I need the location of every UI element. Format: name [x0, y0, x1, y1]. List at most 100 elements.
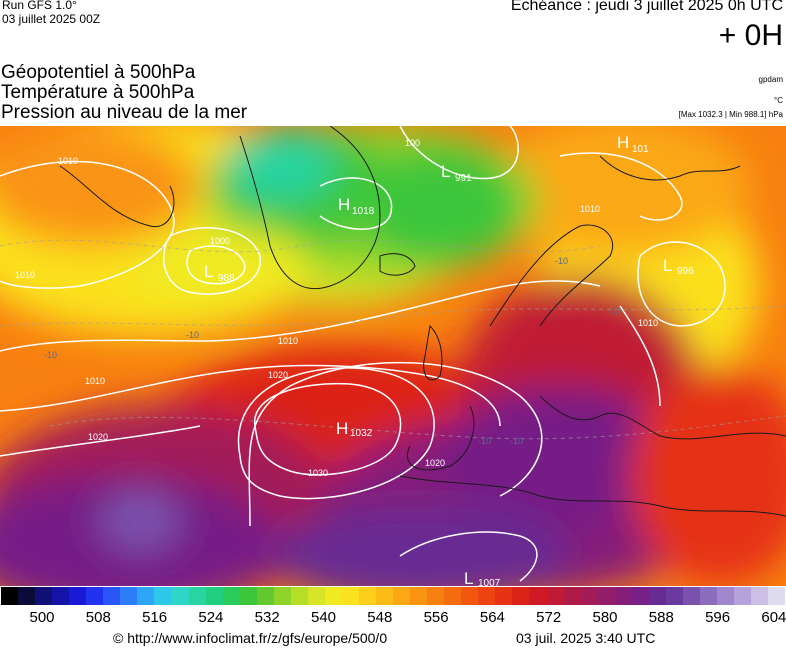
forecast-valid-time: Echéance : jeudi 3 juillet 2025 0h UTC [510, 0, 783, 14]
isobar-label: 1010 [278, 336, 298, 346]
color-swatch [529, 587, 547, 605]
color-swatch [614, 587, 632, 605]
model-run-date: 03 juillet 2025 00Z [2, 12, 101, 26]
color-swatch [324, 587, 342, 605]
color-swatch [444, 587, 462, 605]
low-pressure-center: L [663, 256, 672, 275]
color-swatch [239, 587, 257, 605]
color-scale-tick: 596 [705, 609, 731, 626]
low-pressure-center: L [204, 262, 213, 281]
color-swatch [512, 587, 530, 605]
color-scale-tick: 588 [648, 609, 674, 626]
low-pressure-center: L [464, 569, 473, 586]
color-swatch [427, 587, 445, 605]
temperature-label: -10 [478, 436, 491, 446]
color-swatch [716, 587, 735, 605]
color-swatch [699, 587, 717, 605]
source-url: © http://www.infoclimat.fr/z/gfs/europe/… [113, 630, 388, 646]
isobar-label: 1020 [88, 432, 108, 442]
high-pressure-center: H [338, 195, 350, 214]
pressure-centers: H 1032 H 1018 H 101 L 991 L 988 L 996 L … [204, 133, 694, 586]
isobar-label: 1030 [308, 468, 328, 478]
color-swatch [495, 587, 513, 605]
color-swatch [358, 587, 377, 605]
color-swatch [86, 587, 104, 605]
isobar-labels: 1010 1000 1010 1010 1010 1020 1020 1030 … [15, 138, 658, 478]
forecast-lead-time: + 0H [718, 19, 783, 52]
color-swatch [393, 587, 411, 605]
pressure-range: [Max 1032.3 | Min 988.1] hPa [678, 110, 783, 119]
isobar-label: 1000 [210, 236, 230, 246]
color-swatch [478, 587, 496, 605]
color-swatch [35, 587, 53, 605]
color-swatch [307, 587, 325, 605]
color-swatch [171, 587, 189, 605]
isobar-label: 1010 [15, 270, 35, 280]
coastlines [59, 126, 786, 517]
color-scale-tick: 564 [479, 609, 505, 626]
isobars [0, 126, 726, 582]
color-scale-tick: 572 [536, 609, 562, 626]
unit-temperature: °C [774, 96, 783, 105]
color-swatch [546, 587, 564, 605]
isotherms [0, 239, 786, 440]
temperature-label: -10 [44, 350, 57, 360]
isobar-label: 100 [405, 138, 420, 148]
color-swatch [1, 587, 19, 605]
param-temperature: Température à 500hPa [1, 82, 195, 103]
color-swatch [648, 587, 666, 605]
color-scale-tick: 580 [592, 609, 618, 626]
color-scale-tick: 500 [29, 609, 55, 626]
color-swatch [461, 587, 479, 605]
high-pressure-value: 1032 [350, 428, 373, 439]
color-swatch [154, 587, 172, 605]
color-swatch [222, 587, 240, 605]
color-swatch [631, 587, 649, 605]
high-pressure-center: H [617, 133, 629, 152]
isobar-label: 1010 [58, 156, 78, 166]
color-swatch [256, 587, 274, 605]
color-scale-tick: 516 [142, 609, 168, 626]
isobar-label: 1020 [268, 370, 288, 380]
generation-timestamp: 03 juil. 2025 3:40 UTC [516, 630, 656, 646]
color-scale-tick: 524 [198, 609, 224, 626]
isobar-label: 1010 [580, 204, 600, 214]
isobar-label: 1010 [638, 318, 658, 328]
color-swatch [597, 587, 615, 605]
temperature-labels: -10 -10 -10 -10 -10 -15 [44, 256, 621, 446]
color-scale-tick: 548 [367, 609, 393, 626]
color-swatch [682, 587, 700, 605]
geopotential-color-scale [1, 587, 786, 605]
color-swatch [188, 587, 206, 605]
param-pressure: Pression au niveau de la mer [1, 102, 248, 123]
color-scale-tick: 508 [85, 609, 111, 626]
color-scale-tick: 540 [310, 609, 337, 626]
color-swatch [563, 587, 581, 605]
color-swatch [768, 587, 786, 605]
unit-geopotential: gpdam [758, 75, 783, 84]
low-pressure-value: 996 [677, 266, 694, 277]
weather-map: 1010 1000 1010 1010 1010 1020 1020 1030 … [0, 126, 786, 586]
color-swatch [751, 587, 769, 605]
color-swatch [52, 587, 70, 605]
color-swatch [376, 587, 394, 605]
low-pressure-center: L [441, 162, 450, 181]
temperature-label: -10 [555, 256, 568, 266]
isobar-label: 1010 [85, 376, 105, 386]
color-swatch [290, 587, 308, 605]
color-scale-tick: 556 [423, 609, 449, 626]
color-swatch [580, 587, 598, 605]
color-swatch [665, 587, 683, 605]
model-run-label: Run GFS 1.0° [2, 0, 77, 12]
high-pressure-center: H [336, 419, 348, 438]
color-swatch [273, 587, 291, 605]
color-swatch [103, 587, 121, 605]
color-swatch [120, 587, 138, 605]
color-swatch [69, 587, 87, 605]
temperature-label: -15 [608, 306, 621, 316]
isobar-label: 1020 [425, 458, 445, 468]
color-swatch [137, 587, 155, 605]
color-swatch [205, 587, 223, 605]
param-geopotential: Géopotentiel à 500hPa [1, 62, 196, 83]
color-swatch [734, 587, 752, 605]
